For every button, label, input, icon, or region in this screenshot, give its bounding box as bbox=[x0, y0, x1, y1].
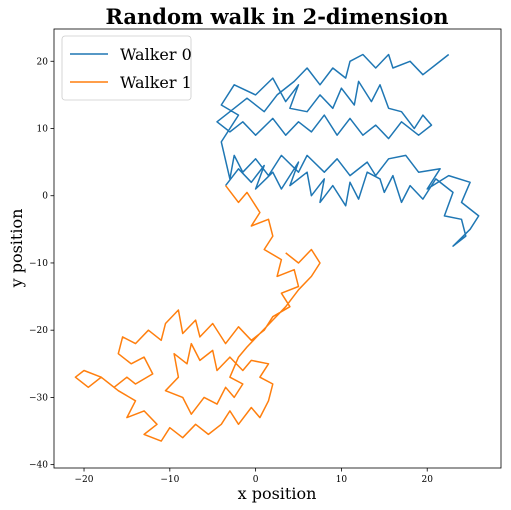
series-layer bbox=[74, 53, 480, 442]
x-axis-ticks: −20 −10 0 10 20 bbox=[75, 468, 433, 485]
x-tick-label: 0 bbox=[253, 475, 259, 485]
series-line-walker-1 bbox=[74, 185, 321, 442]
x-tick-label: −20 bbox=[75, 475, 94, 485]
y-tick-label: −40 bbox=[29, 461, 48, 471]
y-tick-label: −20 bbox=[29, 326, 48, 336]
x-axis-label: x position bbox=[238, 484, 317, 503]
legend-label-walker-1: Walker 1 bbox=[120, 73, 192, 92]
legend: Walker 0 Walker 1 bbox=[61, 35, 192, 101]
y-tick-label: −10 bbox=[29, 259, 48, 269]
plot-frame bbox=[53, 28, 502, 469]
y-axis-label: y position bbox=[7, 209, 26, 289]
x-tick-label: 20 bbox=[421, 475, 433, 485]
chart-title: Random walk in 2-dimension bbox=[105, 4, 448, 29]
series-line-walker-0 bbox=[216, 53, 480, 247]
y-tick-label: 20 bbox=[37, 57, 49, 67]
y-axis-ticks: −40 −30 −20 −10 0 10 20 bbox=[29, 57, 54, 471]
y-tick-label: 10 bbox=[37, 124, 49, 134]
y-tick-label: −30 bbox=[29, 393, 48, 403]
x-tick-label: 10 bbox=[336, 475, 348, 485]
legend-label-walker-0: Walker 0 bbox=[120, 45, 192, 64]
y-tick-label: 0 bbox=[42, 192, 48, 202]
x-tick-label: −10 bbox=[160, 475, 179, 485]
legend-frame bbox=[61, 35, 192, 101]
